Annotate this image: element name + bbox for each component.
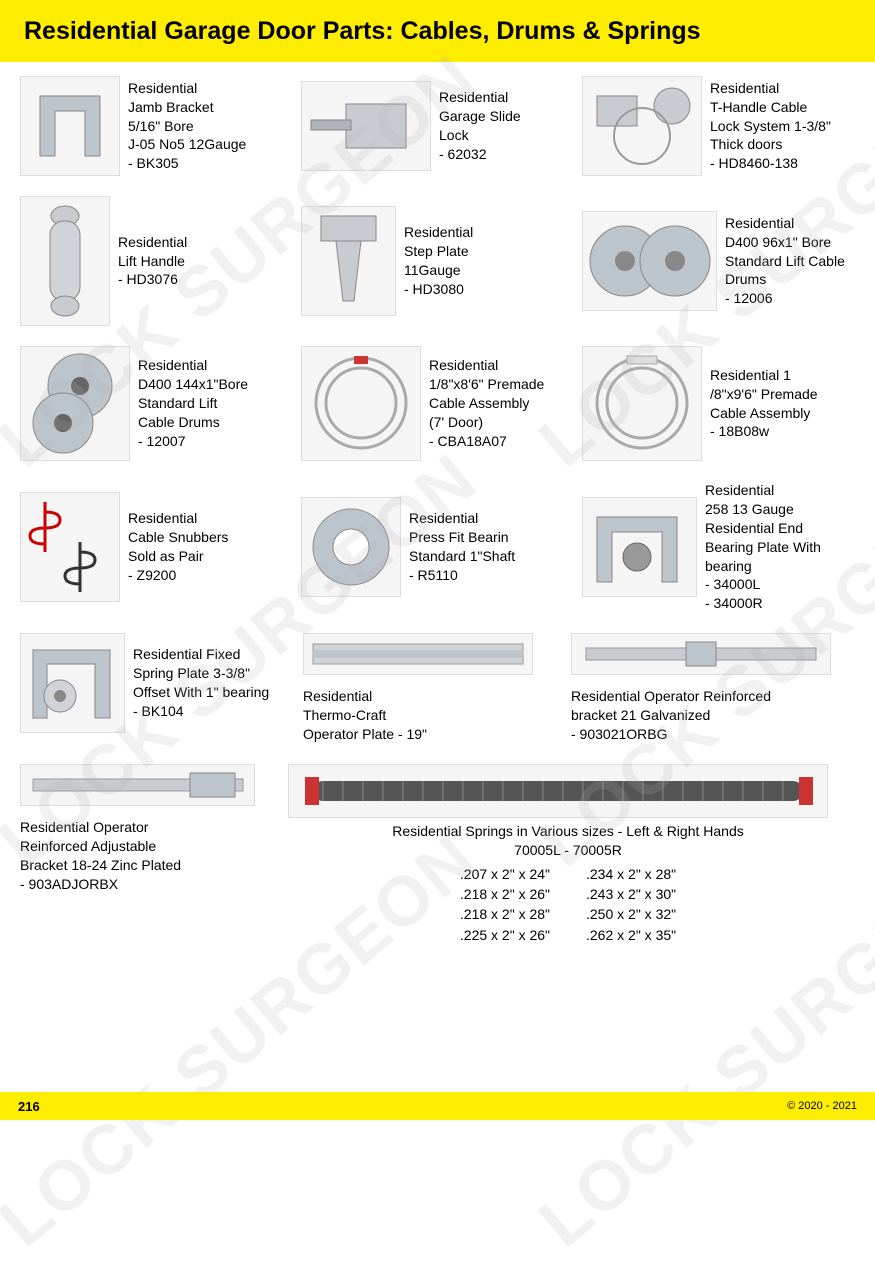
product-desc: Residential258 13 GaugeResidential EndBe… [705,481,821,613]
product-cell: ResidentialLift Handle- HD3076 [20,196,293,326]
product-desc: Residential OperatorReinforced Adjustabl… [20,818,181,894]
page-header: Residential Garage Door Parts: Cables, D… [0,0,875,62]
product-cell: Residential FixedSpring Plate 3-3/8"Offs… [20,633,295,733]
product-row: ResidentialJamb Bracket5/16" BoreJ-05 No… [20,76,855,176]
product-image [301,346,421,461]
product-desc: ResidentialD400 144x1"BoreStandard LiftC… [138,356,248,450]
product-row: Residential FixedSpring Plate 3-3/8"Offs… [20,633,855,744]
product-row: ResidentialD400 144x1"BoreStandard LiftC… [20,346,855,461]
product-cell-springs: Residential Springs in Various sizes - L… [288,764,848,945]
product-cell: Residential OperatorReinforced Adjustabl… [20,764,280,894]
product-cell: ResidentialStep Plate11Gauge- HD3080 [301,196,574,326]
product-cell: Residential 1/8"x9'6" PremadeCable Assem… [582,346,855,461]
product-image [20,196,110,326]
product-cell: ResidentialGarage SlideLock- 62032 [301,76,574,176]
product-cell: Residential1/8"x8'6" PremadeCable Assemb… [301,346,574,461]
content-area: ResidentialJamb Bracket5/16" BoreJ-05 No… [0,62,875,945]
product-cell: ResidentialD400 144x1"BoreStandard LiftC… [20,346,293,461]
product-image [582,76,702,176]
product-cell: ResidentialJamb Bracket5/16" BoreJ-05 No… [20,76,293,176]
product-image [20,76,120,176]
product-desc: ResidentialT-Handle CableLock System 1-3… [710,79,831,173]
springs-sizes-col: .207 x 2" x 24".218 x 2" x 26".218 x 2" … [460,864,550,945]
springs-sizes-col: .234 x 2" x 28".243 x 2" x 30".250 x 2" … [586,864,676,945]
product-desc: ResidentialGarage SlideLock- 62032 [439,88,521,164]
product-image [20,492,120,602]
product-image [20,764,255,806]
product-image [571,633,831,675]
product-desc: ResidentialJamb Bracket5/16" BoreJ-05 No… [128,79,246,173]
copyright: © 2020 - 2021 [787,1100,857,1112]
product-cell: ResidentialPress Fit BearinStandard 1"Sh… [301,481,574,613]
product-desc: ResidentialD400 96x1" BoreStandard Lift … [725,214,845,308]
product-image [20,633,125,733]
page-number: 216 [18,1099,40,1114]
product-desc: Residential Springs in Various sizes - L… [392,822,743,860]
product-desc: Residential FixedSpring Plate 3-3/8"Offs… [133,645,269,721]
product-image [303,633,533,675]
product-image [301,497,401,597]
product-cell: Residential Operator Reinforcedbracket 2… [571,633,851,744]
product-desc: Residential Operator Reinforcedbracket 2… [571,687,771,744]
product-cell: ResidentialD400 96x1" BoreStandard Lift … [582,196,855,326]
product-desc: ResidentialThermo-CraftOperator Plate - … [303,687,427,744]
page-footer: 216 © 2020 - 2021 [0,1092,875,1120]
product-row: ResidentialLift Handle- HD3076 Residenti… [20,196,855,326]
product-desc: Residential1/8"x8'6" PremadeCable Assemb… [429,356,544,450]
springs-sizes: .207 x 2" x 24".218 x 2" x 26".218 x 2" … [288,864,848,945]
product-image [20,346,130,461]
product-image [582,346,702,461]
product-image [288,764,828,818]
product-image [582,497,697,597]
product-desc: ResidentialStep Plate11Gauge- HD3080 [404,223,473,299]
product-row: ResidentialCable SnubbersSold as Pair- Z… [20,481,855,613]
page-title: Residential Garage Door Parts: Cables, D… [24,17,701,46]
product-desc: ResidentialPress Fit BearinStandard 1"Sh… [409,509,515,585]
product-image [582,211,717,311]
product-desc: ResidentialCable SnubbersSold as Pair- Z… [128,509,228,585]
product-cell: ResidentialCable SnubbersSold as Pair- Z… [20,481,293,613]
product-cell: ResidentialThermo-CraftOperator Plate - … [303,633,563,744]
product-row: Residential OperatorReinforced Adjustabl… [20,764,855,945]
product-desc: Residential 1/8"x9'6" PremadeCable Assem… [710,366,818,442]
product-cell: ResidentialT-Handle CableLock System 1-3… [582,76,855,176]
product-desc: ResidentialLift Handle- HD3076 [118,233,187,290]
product-image [301,81,431,171]
product-image [301,206,396,316]
product-cell: Residential258 13 GaugeResidential EndBe… [582,481,855,613]
